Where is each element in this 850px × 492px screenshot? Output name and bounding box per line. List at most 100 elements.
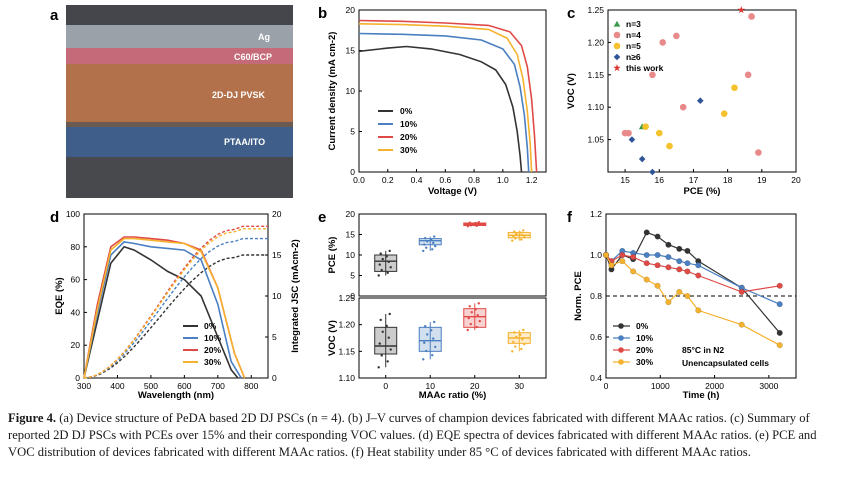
box-point [426,333,429,336]
box-point [478,319,481,323]
data-point-n=5 [655,129,663,137]
y-tick-label: 0.4 [590,373,602,383]
data-point [643,276,650,283]
data-point [619,258,626,265]
box-point [519,231,522,234]
panel-label-f: f [567,209,573,226]
box-point [466,328,469,332]
x-tick-label: 16 [655,175,665,185]
box-point [468,221,471,224]
y-tick-label: 20 [346,209,356,219]
eqe-curve-30% [83,237,246,379]
data-point [654,251,661,259]
box-point [423,243,426,246]
box-point [424,324,427,328]
layer-2d-dj-pvsk [66,64,293,122]
data-point [676,245,683,252]
data-point [695,262,702,269]
x-axis-label: Time (h) [683,390,720,401]
box-point [422,249,425,253]
legend-label: 0% [204,321,217,331]
box-point [387,336,390,339]
box-point [474,308,477,311]
box-point [476,222,479,226]
box-point [381,257,384,261]
legend-label: 20% [204,345,221,355]
data-point-n≥6 [638,155,646,163]
y-tick-label: 0.8 [590,291,602,301]
legend-label: n=4 [626,30,641,40]
caption-text: (a) Device structure of PeDA based 2D DJ… [8,411,817,459]
y-tick-label: 5 [350,271,355,281]
box-point [514,345,517,348]
y-tick-label: 40 [71,307,81,317]
y-tick-label: 1.20 [338,320,355,330]
panel-a: a Ag C60/BCP 2D-DJ PVSK PTAA/ITO [50,5,293,198]
data-point [738,321,745,328]
x-axis-label: Voltage (V) [428,186,477,197]
x-tick-label: 10 [426,381,436,391]
box-body [374,254,398,272]
legend-label: n=5 [626,41,641,51]
x-tick-label: 1000 [651,381,670,391]
data-point [654,262,661,269]
data-point-n≥6 [696,97,704,105]
legend-label: 10% [204,333,221,343]
data-point [684,260,691,267]
y-tick-label: 1.15 [587,70,604,80]
box-point [477,302,480,305]
box-point [378,342,381,345]
integrated-jsc-curve-0% [83,254,268,379]
box-point [433,320,436,324]
data-point [676,288,683,295]
data-point [776,342,783,349]
y-tick-label: 1.15 [338,346,355,356]
panel-label-e: e [318,209,326,226]
legend-marker [618,323,624,329]
panel-label-d: d [50,209,59,226]
legend-marker [618,335,624,341]
y-tick-label: 20 [71,340,81,350]
x-tick-label: 0.0 [353,175,365,185]
integrated-jsc-curve-20% [83,225,268,379]
legend-label: this work [626,63,664,73]
y-tick-label: 1.25 [587,5,604,15]
y-axis-label: VOC (V) [566,73,577,109]
box-point [513,331,516,334]
box-point [388,312,391,316]
data-point [738,288,745,295]
x-tick-label: 20 [791,175,801,185]
box-point [522,229,525,232]
box-point [380,268,383,272]
box-point [431,248,434,251]
data-point-n=4 [625,129,632,137]
box-point [388,249,391,253]
x-tick-label: 400 [110,381,124,391]
data-point [684,268,691,275]
x-tick-label: 0.6 [439,175,451,185]
box-point [515,335,518,339]
box-point [385,324,388,328]
box-point [474,221,477,225]
data-point [619,251,626,259]
legend-label: 0% [636,321,649,331]
x-tick-label: 18 [723,175,733,185]
layer-label-pvsk: 2D-DJ PVSK [212,90,266,100]
data-point-n=4 [649,71,656,79]
box-point [378,263,381,266]
data-point-n=4 [744,71,752,79]
panel-b: b 0.0 0.2 0.4 0.6 0.8 1.0 1.2 0 5 10 15 20 Voltage (V… [318,5,547,197]
layer-ag [66,25,293,49]
y2-tick-label: 20 [272,209,282,219]
box-point [377,366,380,369]
layer-c60-bcp [66,48,293,64]
box-point [387,260,390,264]
data-point-n≥6 [649,168,656,176]
y-tick-label: 0 [350,167,355,177]
layer-label-c60-bcp: C60/BCP [234,52,272,62]
box-point [514,237,517,240]
y-tick-label: 10 [346,86,356,96]
x-tick-label: 2000 [705,381,724,391]
layer-ptaa-ito [66,127,293,157]
y-tick-label: 80 [71,242,81,252]
